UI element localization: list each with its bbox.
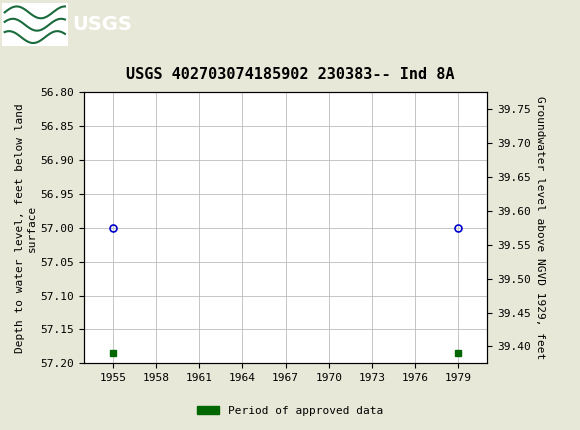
Text: USGS 402703074185902 230383-- Ind 8A: USGS 402703074185902 230383-- Ind 8A	[126, 67, 454, 82]
Y-axis label: Depth to water level, feet below land
surface: Depth to water level, feet below land su…	[15, 103, 37, 353]
Y-axis label: Groundwater level above NGVD 1929, feet: Groundwater level above NGVD 1929, feet	[535, 96, 545, 359]
Text: USGS: USGS	[72, 15, 132, 34]
Legend: Period of approved data: Period of approved data	[193, 401, 387, 420]
